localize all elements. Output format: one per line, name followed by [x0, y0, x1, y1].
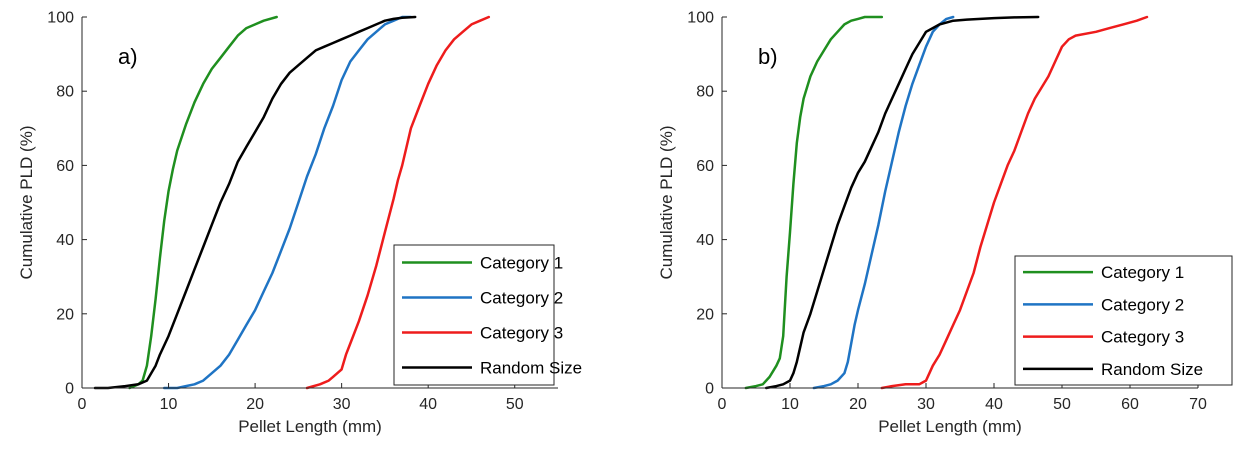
legend-label-category-1: Category 1	[480, 254, 563, 273]
legend-label-random-size: Random Size	[480, 359, 582, 378]
y-tick-label: 0	[705, 381, 714, 398]
legend: Category 1 Category 2 Category 3 Random Siz…	[393, 244, 582, 386]
x-axis-title: Pellet Length (mm)	[878, 417, 1022, 436]
legend-box	[393, 244, 555, 386]
x-tick-label: 10	[781, 396, 799, 413]
x-tick-label: 0	[78, 396, 87, 413]
y-tick-label: 20	[56, 306, 74, 323]
series-lines	[744, 15, 1149, 390]
series-line-category-2	[812, 15, 955, 390]
series-line-random-size	[93, 15, 417, 390]
y-tick-label: 40	[696, 232, 714, 249]
axes: 0 10 20 30 40 50 0 20 40 60 80 100	[47, 10, 558, 413]
x-axis-title: Pellet Length (mm)	[238, 417, 382, 436]
y-tick-label: 100	[47, 10, 74, 27]
y-tick-label: 60	[696, 158, 714, 175]
x-tick-label: 40	[985, 396, 1003, 413]
legend-label-random-size: Random Size	[1101, 360, 1203, 379]
x-tick-label: 10	[160, 396, 178, 413]
x-tick-label: 40	[419, 396, 437, 413]
series-line-category-1	[744, 15, 884, 390]
series-line-category-1	[128, 15, 278, 390]
y-tick-label: 0	[65, 381, 74, 398]
x-tick-label: 0	[718, 396, 727, 413]
panel-a: 0 10 20 30 40 50 0 20 40 60 80 100 Pellet Length (mm…	[17, 10, 582, 437]
x-tick-label: 20	[246, 396, 264, 413]
y-tick-label: 80	[56, 84, 74, 101]
legend-label-category-1: Category 1	[1101, 263, 1184, 282]
axes: 0 10 20 30 40 50 60 70 0 20 40 60 80 100	[687, 10, 1207, 414]
panel-label: b)	[758, 44, 778, 69]
x-tick-label: 60	[1121, 396, 1139, 413]
x-tick-label: 20	[849, 396, 867, 413]
x-tick-label: 30	[333, 396, 351, 413]
legend-label-category-2: Category 2	[480, 289, 563, 308]
y-tick-label: 20	[696, 306, 714, 323]
panel-label: a)	[118, 44, 138, 69]
series-lines	[93, 15, 491, 390]
y-tick-label: 60	[56, 158, 74, 175]
legend: Category 1 Category 2 Category 3 Random Siz…	[1014, 255, 1233, 386]
series-line-category-3	[880, 15, 1149, 390]
x-tick-label: 50	[1053, 396, 1071, 413]
y-axis-title: Cumulative PLD (%)	[657, 126, 676, 280]
y-tick-label: 80	[696, 84, 714, 101]
legend-label-category-3: Category 3	[480, 324, 563, 343]
legend-label-category-3: Category 3	[1101, 328, 1184, 347]
series-line-category-2	[162, 15, 413, 390]
series-line-category-3	[305, 15, 491, 390]
x-tick-label: 70	[1189, 396, 1207, 413]
x-tick-label: 30	[917, 396, 935, 413]
series-line-random-size	[764, 15, 1040, 390]
x-tick-label: 50	[506, 396, 524, 413]
y-axis-title: Cumulative PLD (%)	[17, 126, 36, 280]
y-tick-label: 40	[56, 232, 74, 249]
y-tick-label: 100	[687, 10, 714, 27]
legend-label-category-2: Category 2	[1101, 295, 1184, 314]
panel-b: 0 10 20 30 40 50 60 70 0 20 40 60 80 100 Pellet Length…	[657, 10, 1233, 436]
legend-box	[1014, 255, 1233, 386]
